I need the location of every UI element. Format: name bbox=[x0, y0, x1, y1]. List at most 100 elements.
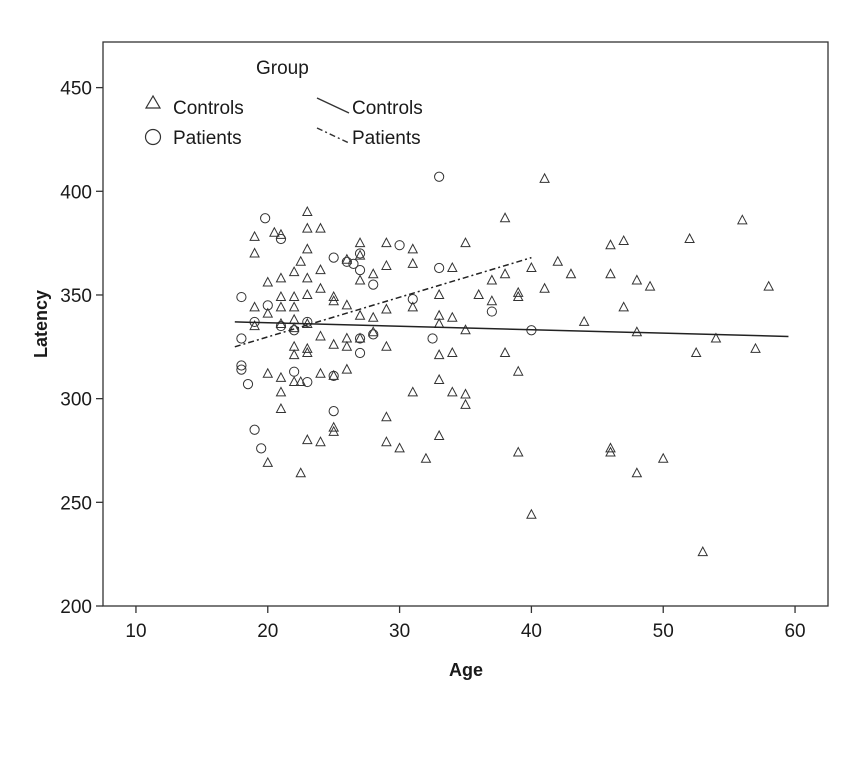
data-point-controls bbox=[512, 446, 524, 457]
data-point-controls bbox=[328, 425, 340, 436]
data-point-controls bbox=[446, 386, 458, 397]
data-point-patients bbox=[341, 256, 352, 267]
data-point-patients bbox=[302, 376, 313, 388]
data-point-controls bbox=[295, 255, 307, 266]
data-point-controls bbox=[262, 367, 274, 378]
data-point-controls bbox=[539, 282, 550, 293]
data-point-patients bbox=[328, 370, 339, 381]
data-point-controls bbox=[486, 274, 498, 285]
legend-circle-icon bbox=[144, 128, 162, 146]
data-point-controls bbox=[275, 386, 287, 397]
data-point-controls bbox=[394, 442, 405, 453]
plot-frame bbox=[102, 41, 829, 607]
data-point-controls bbox=[407, 257, 419, 268]
y-tick-label: 300 bbox=[60, 390, 92, 411]
data-point-patients bbox=[275, 233, 287, 245]
data-point-controls bbox=[341, 253, 353, 264]
data-point-controls bbox=[433, 373, 445, 384]
data-point-controls bbox=[301, 288, 313, 299]
data-point-controls bbox=[328, 421, 340, 432]
data-point-controls bbox=[315, 367, 326, 378]
data-point-controls bbox=[736, 214, 748, 225]
data-point-controls bbox=[486, 295, 498, 306]
data-point-patients bbox=[249, 424, 260, 435]
data-point-controls bbox=[275, 371, 287, 382]
data-point-controls bbox=[605, 442, 616, 453]
data-point-controls bbox=[631, 467, 643, 478]
data-point-controls bbox=[341, 340, 353, 351]
data-point-controls bbox=[341, 299, 353, 310]
data-point-controls bbox=[354, 274, 366, 285]
data-point-patients bbox=[354, 248, 366, 259]
y-tick-label: 450 bbox=[60, 79, 92, 100]
data-point-controls bbox=[381, 436, 392, 447]
data-point-patients bbox=[486, 306, 497, 317]
data-point-controls bbox=[354, 237, 366, 248]
data-point-controls bbox=[367, 268, 379, 279]
data-point-controls bbox=[539, 172, 550, 183]
data-point-controls bbox=[354, 309, 366, 320]
data-point-patients bbox=[242, 379, 254, 390]
data-point-controls bbox=[618, 301, 630, 312]
legend-label-controls-marker: Controls bbox=[173, 98, 244, 119]
data-point-controls bbox=[315, 264, 326, 275]
data-point-controls bbox=[433, 349, 445, 360]
data-point-patients bbox=[260, 213, 271, 224]
y-tick-label: 200 bbox=[60, 597, 92, 618]
legend-dashed-line-icon bbox=[316, 127, 350, 144]
data-point-controls bbox=[499, 268, 511, 279]
data-point-patients bbox=[256, 443, 267, 454]
data-point-controls bbox=[275, 228, 287, 239]
data-point-controls bbox=[433, 288, 445, 299]
data-point-controls bbox=[381, 340, 392, 351]
data-point-controls bbox=[288, 349, 300, 360]
data-point-patients bbox=[368, 329, 379, 340]
data-point-patients bbox=[302, 316, 313, 328]
data-point-controls bbox=[605, 268, 616, 279]
data-point-controls bbox=[288, 290, 300, 302]
data-point-controls bbox=[249, 247, 260, 258]
data-point-controls bbox=[684, 232, 695, 243]
data-point-patients bbox=[328, 252, 339, 263]
legend-title: Group bbox=[256, 58, 309, 79]
data-point-controls bbox=[499, 346, 511, 358]
data-point-controls bbox=[433, 317, 445, 328]
data-point-controls bbox=[618, 234, 630, 246]
data-point-controls bbox=[420, 452, 432, 463]
data-point-controls bbox=[526, 261, 537, 273]
data-point-patients bbox=[368, 279, 379, 290]
data-point-controls bbox=[275, 290, 287, 302]
x-tick-label: 60 bbox=[784, 621, 805, 642]
data-point-controls bbox=[288, 301, 300, 312]
data-point-controls bbox=[269, 226, 280, 237]
data-point-patients bbox=[262, 300, 273, 311]
legend-label-patients-line: Patients bbox=[352, 128, 421, 149]
data-point-controls bbox=[249, 230, 260, 241]
data-point-controls bbox=[512, 286, 524, 297]
x-tick-label: 40 bbox=[521, 621, 542, 642]
data-point-controls bbox=[407, 243, 419, 254]
data-point-patients bbox=[354, 333, 366, 344]
data-point-patients bbox=[275, 320, 287, 332]
data-point-controls bbox=[354, 332, 366, 343]
legend-solid-line-icon bbox=[316, 97, 350, 114]
data-points bbox=[236, 171, 775, 557]
data-point-controls bbox=[354, 249, 366, 260]
data-point-controls bbox=[657, 452, 669, 463]
data-point-controls bbox=[301, 434, 313, 445]
data-point-controls bbox=[473, 288, 485, 299]
data-point-controls bbox=[710, 332, 722, 343]
x-tick-label: 30 bbox=[389, 621, 410, 642]
data-point-controls bbox=[301, 342, 313, 353]
data-point-controls bbox=[367, 311, 379, 322]
data-point-controls bbox=[367, 326, 379, 337]
x-axis: 10 20 30 40 50 60 bbox=[125, 606, 806, 642]
data-point-controls bbox=[288, 322, 300, 333]
data-point-controls bbox=[288, 375, 300, 387]
data-point-controls bbox=[301, 243, 313, 254]
fit-line-patients bbox=[234, 256, 532, 348]
fit-line-controls bbox=[234, 321, 789, 338]
data-point-controls bbox=[552, 255, 564, 266]
data-point-controls bbox=[315, 436, 326, 447]
